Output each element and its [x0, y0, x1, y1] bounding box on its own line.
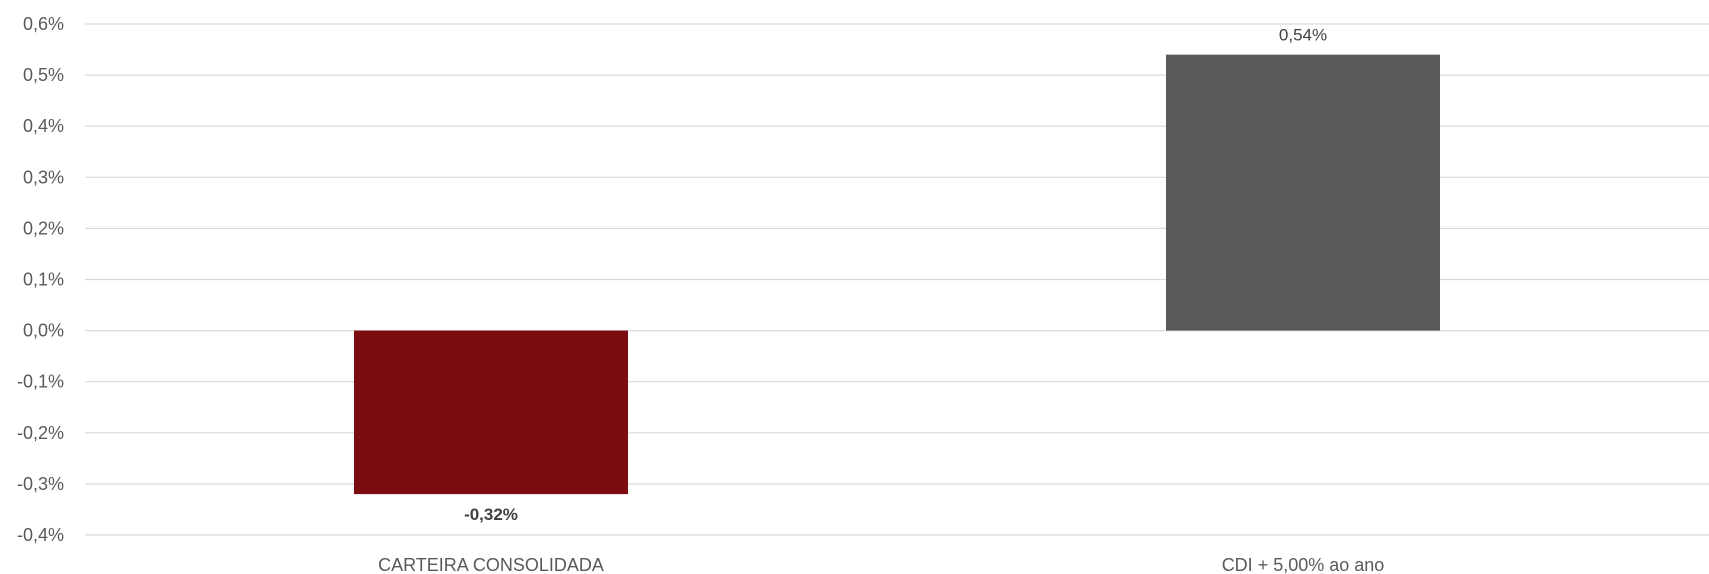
y-tick-label: 0,6%: [23, 14, 64, 34]
data-labels: -0,32% 0,54%: [464, 26, 1327, 524]
bar-0: [354, 330, 628, 495]
y-tick-label: -0,3%: [17, 474, 64, 494]
bar-1: [1166, 54, 1440, 331]
y-tick-label: -0,1%: [17, 372, 64, 392]
y-tick-label: 0,4%: [23, 116, 64, 136]
data-label: -0,32%: [464, 505, 518, 524]
y-tick-label: 0,3%: [23, 167, 64, 187]
y-tick-label: 0,1%: [23, 270, 64, 290]
x-category-label: CDI + 5,00% ao ano: [1222, 555, 1385, 574]
gridlines: [85, 23, 1709, 536]
y-tick-label: 0,5%: [23, 65, 64, 85]
y-axis-tick-labels: -0,4% -0,3% -0,2% -0,1% 0,0% 0,1% 0,2% 0,3% 0,4%…: [17, 14, 64, 545]
data-label: 0,54%: [1279, 26, 1327, 45]
x-category-label: CARTEIRA CONSOLIDADA: [378, 555, 604, 574]
y-tick-label: -0,2%: [17, 423, 64, 443]
y-tick-label: -0,4%: [17, 525, 64, 545]
x-axis-category-labels: CARTEIRA CONSOLIDADA CDI + 5,00% ao ano: [378, 555, 1384, 574]
y-tick-label: 0,0%: [23, 321, 64, 341]
y-tick-label: 0,2%: [23, 218, 64, 238]
bars: [354, 54, 1440, 495]
